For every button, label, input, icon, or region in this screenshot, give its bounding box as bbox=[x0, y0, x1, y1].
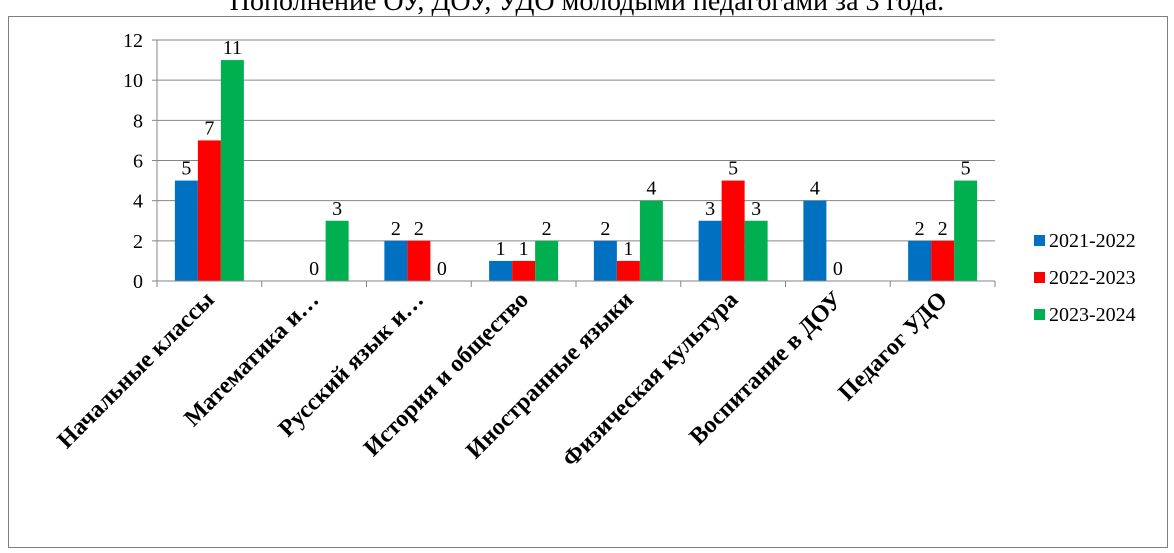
y-tick-label: 2 bbox=[133, 231, 143, 253]
y-tick-label: 6 bbox=[133, 151, 143, 173]
category-label: Педагог УДО bbox=[834, 287, 953, 406]
bar bbox=[593, 240, 617, 281]
y-tick-label: 10 bbox=[123, 70, 143, 92]
legend-label: 2023-2024 bbox=[1049, 304, 1136, 326]
bar bbox=[803, 200, 827, 281]
bar bbox=[616, 260, 640, 281]
bar bbox=[721, 180, 745, 281]
bar bbox=[407, 240, 431, 281]
legend: 2021-2022 2022-2023 2023-2024 bbox=[1034, 230, 1136, 326]
legend-label: 2021-2022 bbox=[1049, 230, 1136, 252]
bar bbox=[639, 200, 663, 281]
data-label: 3 bbox=[332, 198, 342, 220]
gridlines bbox=[157, 39, 995, 282]
data-label: 0 bbox=[309, 258, 319, 280]
y-tick-label: 12 bbox=[123, 30, 143, 52]
data-label: 3 bbox=[751, 198, 761, 220]
bar bbox=[197, 140, 221, 281]
data-label: 0 bbox=[833, 258, 843, 280]
bars bbox=[174, 60, 978, 282]
data-label: 11 bbox=[223, 37, 242, 59]
bar bbox=[325, 220, 349, 281]
data-label: 5 bbox=[961, 158, 971, 180]
chart-title: Пополнение ОУ, ДОУ, УДО молодыми педагог… bbox=[229, 0, 945, 17]
bar bbox=[512, 260, 536, 281]
data-label: 2 bbox=[600, 218, 610, 240]
data-label: 3 bbox=[705, 198, 715, 220]
bar bbox=[384, 240, 408, 281]
legend-swatch bbox=[1034, 235, 1045, 246]
legend-swatch bbox=[1034, 272, 1045, 283]
data-label: 1 bbox=[496, 238, 506, 260]
bar bbox=[931, 240, 955, 281]
bar bbox=[174, 180, 198, 281]
data-label: 5 bbox=[181, 158, 191, 180]
legend-label: 2022-2023 bbox=[1049, 267, 1136, 289]
category-label: Физическая культура bbox=[558, 287, 744, 473]
data-label: 4 bbox=[646, 178, 656, 200]
data-label: 2 bbox=[391, 218, 401, 240]
y-tick-label: 8 bbox=[133, 110, 143, 132]
data-label: 0 bbox=[437, 258, 447, 280]
data-label: 1 bbox=[519, 238, 529, 260]
data-label: 1 bbox=[623, 238, 633, 260]
data-label: 4 bbox=[810, 178, 820, 200]
data-label: 7 bbox=[204, 117, 214, 139]
data-label: 5 bbox=[728, 158, 738, 180]
bar bbox=[535, 240, 559, 281]
legend-swatch bbox=[1034, 309, 1045, 320]
data-label: 2 bbox=[938, 218, 948, 240]
data-label: 2 bbox=[915, 218, 925, 240]
data-label: 2 bbox=[542, 218, 552, 240]
data-label: 2 bbox=[414, 218, 424, 240]
bar bbox=[698, 220, 722, 281]
bar bbox=[954, 180, 978, 281]
bar bbox=[220, 60, 244, 282]
bar bbox=[744, 220, 768, 281]
bar bbox=[489, 260, 513, 281]
bar bbox=[908, 240, 932, 281]
y-tick-label: 4 bbox=[133, 191, 143, 213]
y-tick-label: 0 bbox=[133, 271, 143, 293]
chart-frame: 5 2 1 2 3 4 2 7 0 2 1 1 5 0 2 11 3 0 2 4 3 5 0 2 4 6 8 10 12 Начальн… bbox=[8, 16, 1168, 548]
